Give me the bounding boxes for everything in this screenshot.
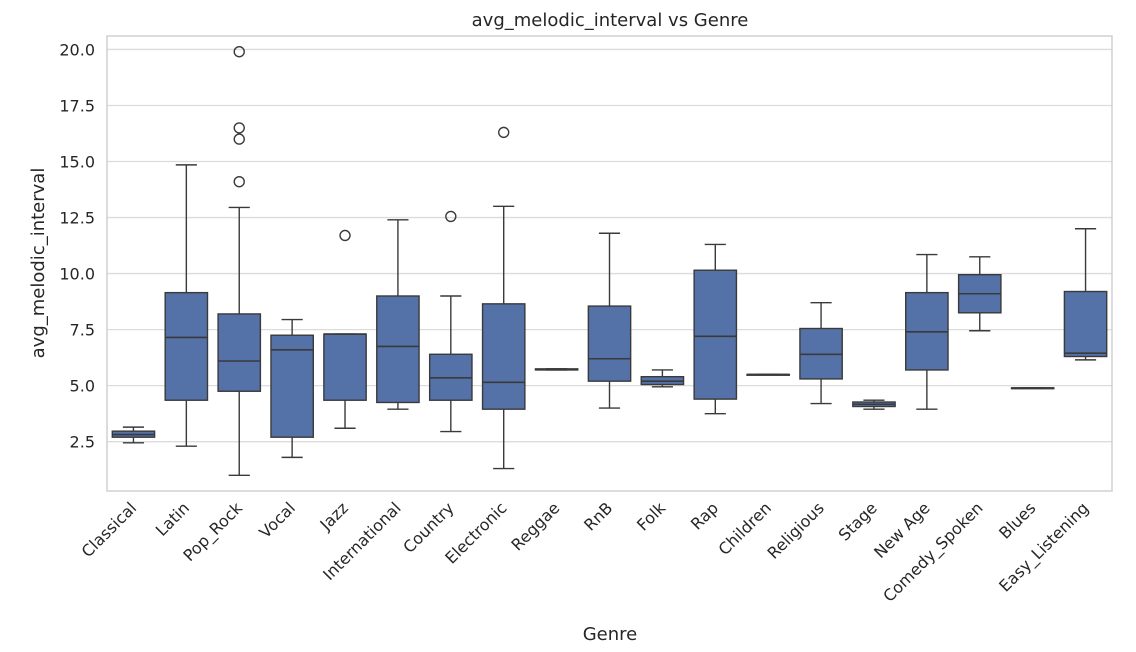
y-tick-label: 2.5 (70, 433, 95, 452)
outlier-point (233, 175, 245, 188)
y-tick-label: 5.0 (70, 377, 95, 396)
x-tick-label: Blues (995, 498, 1039, 542)
outlier-point (498, 126, 510, 139)
box-latin (164, 164, 209, 447)
iqr-box (164, 291, 209, 401)
iqr-box (587, 305, 632, 382)
box-stage (852, 399, 896, 410)
box-international (376, 219, 420, 410)
x-tick-label: Latin (152, 498, 193, 539)
x-tick-label: Jazz (316, 498, 352, 534)
box-religious (799, 302, 843, 405)
y-axis-ticks: 2.5 5.0 7.5 10.0 12.5 15.0 17.5 20.0 (59, 40, 95, 451)
y-tick-label: 12.5 (59, 209, 95, 228)
box-electronic (481, 126, 526, 470)
box-reggae (534, 368, 579, 371)
iqr-box (376, 295, 420, 404)
chart-title: avg_melodic_interval vs Genre (472, 10, 749, 31)
x-tick-label: Religious (764, 498, 828, 562)
outlier-point (445, 210, 457, 223)
x-tick-label: Stage (835, 498, 881, 544)
iqr-box (693, 269, 738, 400)
box-rnb (587, 232, 632, 409)
outlier-point (233, 122, 245, 134)
iqr-box (217, 313, 262, 392)
y-tick-label: 15.0 (59, 153, 95, 172)
outlier-point (233, 133, 245, 145)
box-children (746, 373, 791, 376)
x-tick-label: Rap (687, 498, 722, 533)
iqr-box (323, 333, 367, 401)
iqr-box (1063, 290, 1108, 358)
iqr-box (270, 334, 314, 438)
x-axis-label: Genre (583, 624, 638, 645)
x-tick-label: Comedy_Spoken (879, 498, 987, 606)
box-folk (640, 369, 685, 388)
box-easy-listening (1063, 228, 1108, 361)
box-classical (111, 426, 156, 444)
x-tick-label: Reggae (507, 498, 563, 554)
x-tick-label: Folk (633, 498, 670, 535)
x-tick-label: Easy_Listening (995, 498, 1093, 596)
y-tick-label: 10.0 (59, 265, 95, 284)
y-tick-label: 7.5 (70, 321, 95, 340)
outlier-point (233, 45, 245, 58)
x-tick-label: Vocal (255, 498, 299, 542)
box-country (428, 210, 473, 433)
iqr-box (481, 303, 526, 410)
x-tick-label: Pop_Rock (179, 498, 247, 566)
outlier-point (339, 229, 351, 242)
y-tick-label: 17.5 (59, 96, 95, 115)
box-rap (693, 243, 738, 415)
box-series (111, 45, 1108, 477)
box-comedy-spoken (957, 256, 1002, 332)
box-jazz (323, 229, 367, 429)
box-pop-rock (217, 45, 262, 477)
y-tick-label: 20.0 (59, 40, 95, 59)
box-vocal (270, 318, 314, 459)
x-tick-label: RnB (580, 498, 616, 534)
plot-frame (106, 35, 1113, 492)
x-tick-label: Classical (78, 498, 141, 561)
box-new-age (905, 253, 949, 410)
box-blues (1010, 387, 1055, 390)
y-axis-label: avg_melodic_interval (28, 168, 49, 359)
